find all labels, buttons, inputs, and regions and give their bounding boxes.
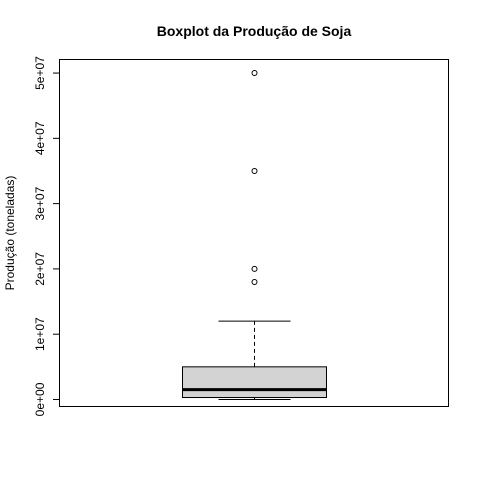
iqr-box: [182, 366, 327, 399]
outlier-point: [251, 265, 258, 272]
y-axis-label: Produção (toneladas): [3, 176, 17, 291]
outlier-point: [251, 167, 258, 174]
chart-title: Boxplot da Produção de Soja: [157, 23, 352, 39]
outlier-point: [251, 70, 258, 77]
y-axis: 0e+00 1e+07 2e+07 3e+07 4e+07 5e+07: [33, 56, 60, 416]
y-tick-label: 1e+07: [33, 317, 47, 351]
plot-frame: [59, 59, 449, 407]
y-tick-label: 0e+00: [33, 382, 47, 416]
outlier-point: [251, 278, 258, 285]
y-tick-label: 2e+07: [33, 252, 47, 286]
y-tick-label: 4e+07: [33, 121, 47, 155]
y-tick-label: 3e+07: [33, 186, 47, 220]
y-tick-label: 5e+07: [33, 56, 47, 90]
box-group: [182, 70, 327, 400]
